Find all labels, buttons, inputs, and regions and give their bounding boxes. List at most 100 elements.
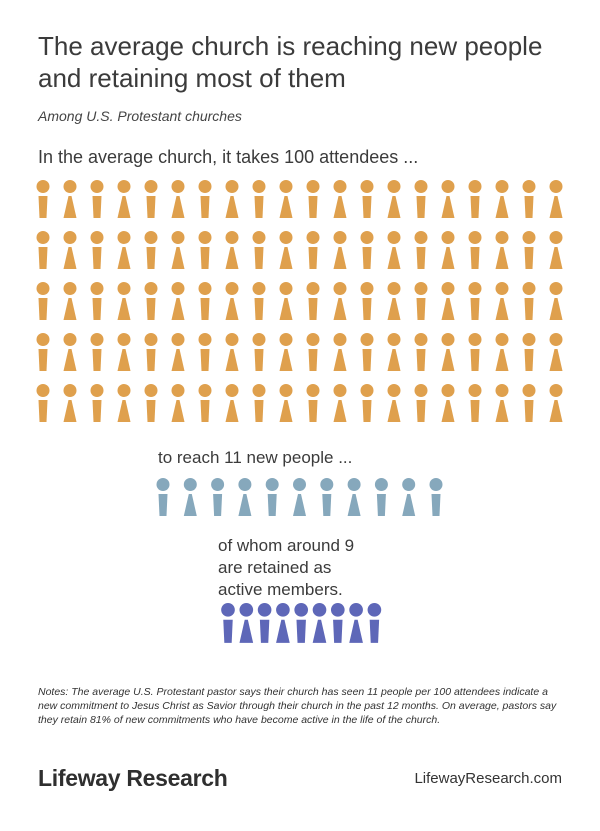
attendee-person-icon bbox=[279, 180, 293, 218]
retained-person-icon bbox=[257, 603, 272, 643]
retained-person-icon bbox=[330, 603, 345, 643]
reached-person-icon bbox=[238, 478, 252, 516]
attendee-person-icon bbox=[90, 384, 104, 422]
attendee-person-icon bbox=[414, 231, 428, 269]
retained-person-icon bbox=[349, 603, 363, 643]
attendee-person-icon bbox=[549, 333, 563, 371]
retained-label-line-3: active members. bbox=[218, 580, 343, 599]
attendee-person-icon bbox=[90, 231, 104, 269]
attendee-person-icon bbox=[468, 231, 482, 269]
attendee-person-icon bbox=[90, 180, 104, 218]
attendee-person-icon bbox=[63, 384, 77, 422]
attendee-person-icon bbox=[63, 333, 77, 371]
attendee-person-icon bbox=[90, 282, 104, 320]
attendee-person-icon bbox=[387, 282, 401, 320]
attendee-person-icon bbox=[198, 180, 212, 218]
attendee-person-icon bbox=[279, 282, 293, 320]
attendee-person-icon bbox=[279, 231, 293, 269]
attendee-person-icon bbox=[117, 231, 131, 269]
attendee-person-icon bbox=[387, 180, 401, 218]
attendee-person-icon bbox=[36, 231, 50, 269]
reached-person-icon bbox=[211, 478, 225, 516]
reached-person-icon bbox=[402, 478, 416, 516]
attendee-person-icon bbox=[495, 384, 509, 422]
attendee-person-icon bbox=[333, 282, 347, 320]
chart-title: The average church is reaching new peopl… bbox=[38, 31, 543, 93]
attendee-person-icon bbox=[252, 333, 266, 371]
retained-label-line-1: of whom around 9 bbox=[218, 536, 355, 555]
attendee-person-icon bbox=[144, 282, 158, 320]
attendee-person-icon bbox=[198, 384, 212, 422]
attendee-person-icon bbox=[306, 282, 320, 320]
attendee-person-icon bbox=[333, 231, 347, 269]
attendee-person-icon bbox=[441, 384, 455, 422]
attendee-person-icon bbox=[333, 180, 347, 218]
reached-label: to reach 11 new people ... bbox=[158, 448, 353, 467]
attendee-person-icon bbox=[522, 333, 536, 371]
attendee-person-icon bbox=[144, 231, 158, 269]
attendee-person-icon bbox=[171, 231, 185, 269]
reached-person-icon bbox=[374, 478, 388, 516]
attendee-person-icon bbox=[495, 282, 509, 320]
attendee-person-icon bbox=[522, 384, 536, 422]
attendee-person-icon bbox=[387, 384, 401, 422]
attendee-person-icon bbox=[198, 282, 212, 320]
attendee-person-icon bbox=[225, 180, 239, 218]
retained-person-icon bbox=[367, 603, 382, 643]
attendee-person-icon bbox=[414, 282, 428, 320]
attendee-person-icon bbox=[549, 180, 563, 218]
attendee-person-icon bbox=[117, 333, 131, 371]
attendee-person-icon bbox=[36, 333, 50, 371]
attendee-person-icon bbox=[225, 231, 239, 269]
attendee-person-icon bbox=[225, 333, 239, 371]
attendee-person-icon bbox=[522, 180, 536, 218]
attendee-person-icon bbox=[306, 384, 320, 422]
attendee-person-icon bbox=[279, 384, 293, 422]
attendee-person-icon bbox=[387, 231, 401, 269]
attendee-person-icon bbox=[306, 333, 320, 371]
attendee-person-icon bbox=[360, 282, 374, 320]
attendee-person-icon bbox=[36, 282, 50, 320]
attendee-person-icon bbox=[414, 333, 428, 371]
retained-person-icon bbox=[276, 603, 290, 643]
notes: Notes: The average U.S. Protestant pasto… bbox=[38, 686, 557, 726]
attendee-person-icon bbox=[279, 333, 293, 371]
attendee-person-icon bbox=[360, 333, 374, 371]
attendee-person-icon bbox=[252, 282, 266, 320]
retained-label-line-2: are retained as bbox=[218, 558, 332, 577]
attendee-person-icon bbox=[441, 180, 455, 218]
attendee-person-icon bbox=[225, 282, 239, 320]
attendee-person-icon bbox=[441, 333, 455, 371]
attendee-person-icon bbox=[360, 231, 374, 269]
attendee-person-icon bbox=[117, 180, 131, 218]
attendee-person-icon bbox=[171, 384, 185, 422]
website-link[interactable]: LifewayResearch.com bbox=[414, 770, 562, 787]
attendee-person-icon bbox=[468, 282, 482, 320]
attendee-person-icon bbox=[414, 384, 428, 422]
attendees-label: In the average church, it takes 100 atte… bbox=[38, 147, 419, 167]
attendee-person-icon bbox=[144, 180, 158, 218]
attendee-person-icon bbox=[117, 282, 131, 320]
reached-person-icon bbox=[347, 478, 361, 516]
attendee-person-icon bbox=[468, 333, 482, 371]
attendee-person-icon bbox=[495, 180, 509, 218]
attendee-person-icon bbox=[171, 333, 185, 371]
attendee-person-icon bbox=[198, 333, 212, 371]
attendee-person-icon bbox=[306, 180, 320, 218]
reached-person-icon bbox=[320, 478, 334, 516]
attendee-person-icon bbox=[360, 384, 374, 422]
attendee-person-icon bbox=[549, 231, 563, 269]
retained-person-icon bbox=[312, 603, 327, 643]
attendee-person-icon bbox=[171, 282, 185, 320]
attendee-person-icon bbox=[63, 231, 77, 269]
attendee-person-icon bbox=[63, 282, 77, 320]
retained-person-icon bbox=[294, 603, 309, 643]
attendee-person-icon bbox=[144, 384, 158, 422]
reached-person-icon bbox=[183, 478, 197, 516]
retained-person-icon bbox=[221, 603, 235, 643]
attendee-person-icon bbox=[522, 231, 536, 269]
attendee-person-icon bbox=[252, 180, 266, 218]
attendee-person-icon bbox=[522, 282, 536, 320]
attendee-person-icon bbox=[549, 384, 563, 422]
